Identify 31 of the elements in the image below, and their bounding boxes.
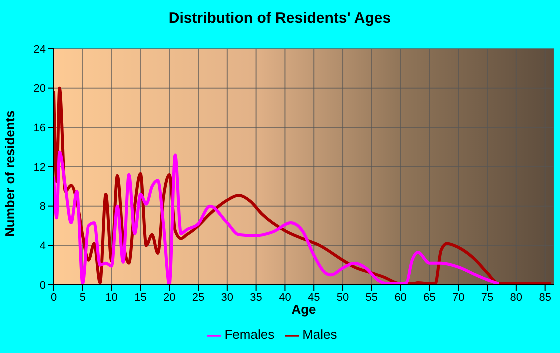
x-tick-label: 55 [366, 292, 378, 304]
line-series [54, 150, 501, 285]
y-tick-label: 4 [40, 240, 46, 253]
x-tick-label: 30 [221, 292, 234, 304]
x-tick-label: 10 [106, 292, 118, 304]
x-tick-label: 35 [250, 292, 262, 304]
x-tick-label: 80 [510, 292, 523, 304]
chart-title: Distribution of Residents' Ages [168, 10, 392, 27]
y-axis-title: Number of residents [2, 110, 18, 237]
x-axis-title: Age [292, 302, 316, 318]
x-tick-label: 75 [481, 292, 494, 304]
x-tick-label: 15 [134, 292, 147, 304]
legend-label: Males [302, 327, 338, 342]
x-tick-label: 40 [279, 292, 292, 304]
x-tick-label: 85 [539, 292, 552, 304]
x-tick-label: 5 [80, 292, 86, 304]
y-tick-label: 20 [34, 83, 46, 96]
x-tick-label: 45 [308, 292, 320, 304]
legend-label: Females [224, 327, 275, 342]
x-tick-label: 60 [394, 292, 407, 304]
y-tick-label: 24 [34, 44, 46, 56]
x-tick-label: 0 [50, 292, 58, 304]
x-tick-label: 25 [192, 292, 205, 304]
x-tick-label: 70 [452, 292, 465, 304]
y-tick-label: 0 [40, 280, 46, 292]
y-tick-label: 8 [40, 201, 46, 214]
x-tick-label: 20 [163, 292, 176, 304]
y-tick-label: 16 [34, 122, 46, 135]
x-tick-label: 50 [336, 292, 350, 304]
y-tick-label: 12 [34, 162, 46, 174]
x-tick-label: 65 [424, 292, 436, 304]
